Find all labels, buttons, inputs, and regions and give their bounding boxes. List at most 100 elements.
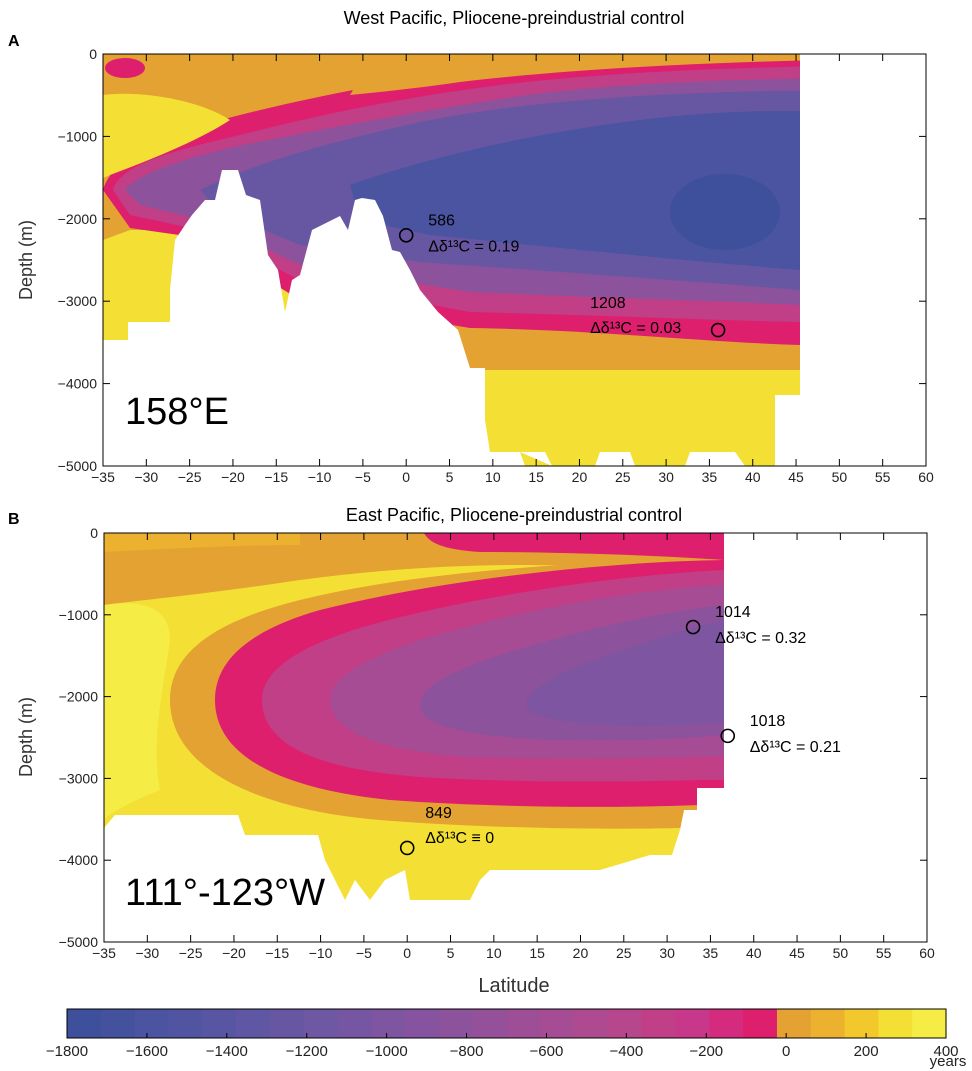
x-tick-label: −10 [309,945,333,961]
y-tick-label: −4000 [58,376,98,392]
colorbar-tick-label: −1600 [126,1043,168,1060]
panel-b-title: East Pacific, Pliocene-preindustrial con… [346,505,682,525]
site-id-label: 849 [425,805,452,822]
panel-b-field [104,533,927,942]
colorbar-cell [472,1009,508,1038]
colorbar-tick-label: −1200 [286,1043,328,1060]
colorbar-cell [540,1009,575,1038]
colorbar-tick-label: 0 [782,1043,790,1060]
field-b-yellow-cold [104,603,170,820]
colorbar-cell [371,1009,406,1038]
field-b-surface-light [104,533,300,552]
x-tick-label: −15 [264,469,288,485]
x-tick-label: 40 [745,469,761,485]
y-tick-label: 0 [89,46,97,62]
x-tick-label: 45 [789,945,805,961]
x-tick-label: −25 [178,469,202,485]
x-tick-label: 15 [529,945,545,961]
colorbar-cell [337,1009,372,1038]
x-tick-label: 25 [616,945,632,961]
colorbar-cell [641,1009,677,1038]
panel-b-frame [103,532,928,943]
colorbar-cell [100,1009,136,1038]
y-tick-label: −1000 [59,607,99,623]
site-marker [720,728,736,744]
panel-a-field [103,54,926,466]
field-b-violet [526,620,724,726]
colorbar-tick-label: 400 [933,1043,958,1060]
bathymetry-a [103,170,525,466]
x-tick-label: 35 [703,945,719,961]
colorbar-tick-label: −1000 [366,1043,408,1060]
colorbar: −1800 −1600 −1400 −1200 −1000 −800 −600 −400 −20… [46,1008,967,1070]
site-marker [710,322,726,338]
colorbar-frame [66,1008,947,1039]
colorbar-ticks: −1800 −1600 −1400 −1200 −1000 −800 −600 −400 −20… [46,1033,959,1060]
x-tick-label: 25 [615,469,631,485]
x-tick-label: −25 [179,945,203,961]
x-tick-label: 5 [446,469,454,485]
site-id-label: 1018 [750,713,786,730]
site-delta-label: Δδ¹³C = 0.32 [715,630,806,647]
field-a-surface-yellow [103,93,230,178]
panel-a-ylabel: Depth (m) [16,220,36,300]
x-tick-label: 10 [486,945,502,961]
colorbar-cell [269,1009,305,1038]
colorbar-cell [709,1009,744,1038]
x-tick-label: −15 [265,945,289,961]
x-tick-label: −20 [221,469,245,485]
x-tick-label: 5 [447,945,455,961]
colorbar-cell [303,1009,339,1038]
x-tick-label: −5 [355,469,371,485]
x-tick-label: −30 [134,469,158,485]
x-tick-label: 30 [658,469,674,485]
panel-b-ylabel: Depth (m) [16,697,36,777]
site-id-label: 586 [428,212,455,229]
colorbar-tick-label: −200 [689,1043,723,1060]
x-tick-label: 55 [875,469,891,485]
x-tick-label: 35 [702,469,718,485]
bathymetry-b [104,533,927,942]
y-tick-label: −2000 [58,211,98,227]
x-tick-label: 15 [528,469,544,485]
site-marker [399,840,415,856]
panel-b-longitude: 111°-123°W [125,872,325,914]
x-tick-label: 60 [919,945,935,961]
x-tick-label: 50 [832,469,848,485]
site-delta-label: Δδ¹³C = 0.19 [428,238,519,255]
colorbar-cell [743,1009,778,1038]
panel-a-axes: −35 −30 −25 −20 −15 −10 −5 0 5 10 15 20 25 30 35 40 45 50… [58,46,934,485]
bathymetry-a-bumps [520,452,745,466]
y-tick-label: −1000 [58,128,98,144]
x-tick-label: 40 [746,945,762,961]
x-tick-label: 10 [485,469,501,485]
colorbar-cell [912,1009,947,1038]
panel-a-label: A [8,33,20,50]
colorbar-cell [236,1009,271,1038]
colorbar-tick-label: 200 [854,1043,879,1060]
x-tick-label: −5 [356,945,372,961]
colorbar-cell [202,1009,237,1038]
colorbar-cell [810,1009,846,1038]
colorbar-cell [67,1009,102,1038]
panel-b-xlabel: Latitude [478,975,549,997]
x-tick-label: 0 [402,469,410,485]
colorbar-cell [878,1009,913,1038]
panel-a: A West Pacific, Pliocene-preindustrial c… [8,8,934,485]
site-id-label: 1014 [715,604,751,621]
x-tick-label: −10 [308,469,332,485]
colorbar-tick-label: −1400 [206,1043,248,1060]
colorbar-cell [574,1009,609,1038]
x-tick-label: −35 [92,945,116,961]
colorbar-cell [607,1009,643,1038]
x-tick-label: 20 [573,945,589,961]
colorbar-cell [776,1009,812,1038]
site-delta-label: Δδ¹³C = 0.21 [750,739,841,756]
y-tick-label: −5000 [58,458,98,474]
colorbar-unit: years [930,1053,967,1070]
field-a-surface-orange [103,54,350,175]
x-tick-label: 0 [403,945,411,961]
x-tick-label: 55 [876,945,892,961]
colorbar-cell [405,1009,440,1038]
colorbar-tick-label: −600 [530,1043,564,1060]
